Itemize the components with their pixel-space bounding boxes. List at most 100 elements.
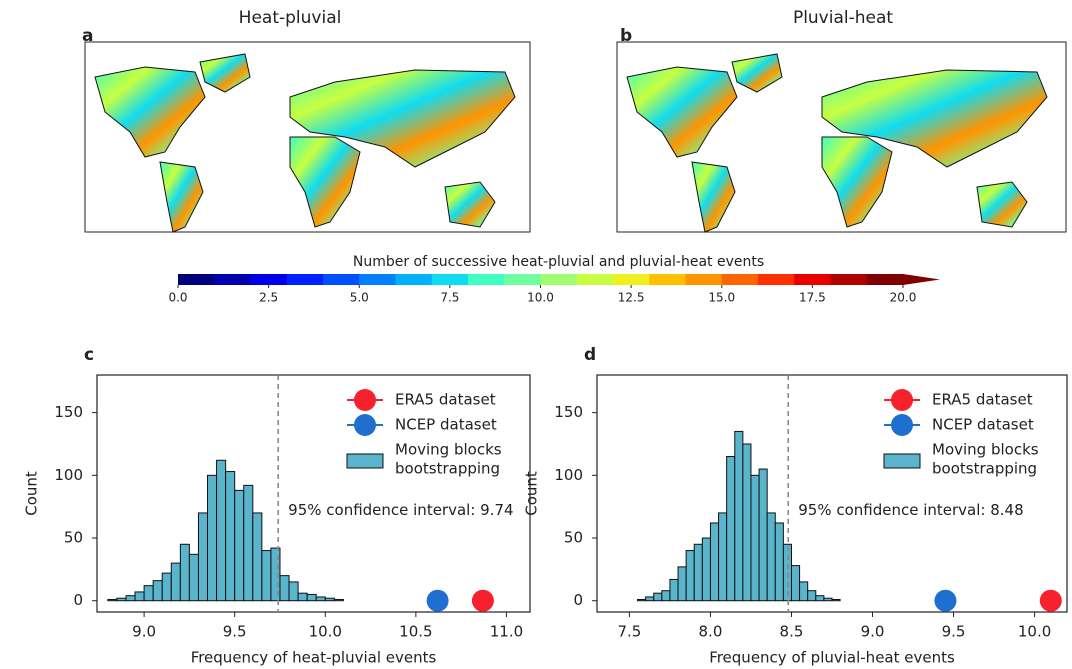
colorbar-segment (685, 274, 723, 285)
panel-label: c (84, 345, 94, 365)
legend-label: bootstrapping (932, 460, 1037, 478)
histogram-bar (726, 456, 736, 602)
annotation: 95% confidence interval: 9.74 (288, 501, 513, 519)
histogram-bar (297, 592, 308, 602)
histogram-bar (161, 572, 172, 602)
y-tick-label: 50 (64, 529, 83, 547)
colorbar-segment (178, 274, 215, 285)
histogram-bar (188, 553, 199, 602)
colorbar-segment (395, 274, 433, 285)
y-tick-label: 150 (54, 403, 83, 421)
dataset-point (934, 589, 957, 612)
histogram-bar (234, 489, 245, 602)
histogram-bar (807, 590, 817, 602)
colorbar-segment (794, 274, 831, 285)
histogram-bar (669, 578, 679, 602)
histogram-bar (134, 591, 145, 602)
colorbar-segment (323, 274, 360, 285)
histogram-bar (125, 595, 136, 602)
legend-label: ERA5 dataset (395, 391, 496, 409)
histogram-bar (143, 585, 154, 602)
histogram-bar (333, 598, 344, 602)
colorbar-title: Number of successive heat-pluvial and pl… (353, 254, 764, 270)
histogram-bar (774, 522, 784, 602)
histogram-bar (152, 580, 163, 602)
x-tick-label: 9.5 (223, 623, 247, 641)
colorbar-segment (866, 274, 904, 285)
panel-label: b (620, 26, 632, 46)
panel-label: d (584, 345, 596, 365)
colorbar-segment (286, 274, 324, 285)
colorbar-segment (359, 274, 396, 285)
legend-swatch (346, 453, 384, 469)
x-tick-label: 10.5 (399, 623, 432, 641)
map-panel (84, 41, 531, 233)
x-tick-label: 9.5 (942, 623, 966, 641)
histogram-bar (306, 593, 317, 602)
histogram-bar (823, 597, 833, 602)
colorbar-tick-label: 10.0 (527, 291, 554, 305)
histogram-bar (207, 474, 218, 602)
colorbar-segment (758, 274, 795, 285)
x-tick-label: 8.0 (699, 623, 723, 641)
colorbar-segment (504, 274, 541, 285)
histogram-bar (279, 575, 290, 602)
colorbar-tick-label: 2.5 (259, 291, 278, 305)
histogram-bar (718, 512, 728, 602)
histogram-bar (179, 543, 190, 602)
colorbar-tick-label: 20.0 (890, 291, 917, 305)
histogram-bar (225, 471, 236, 602)
legend-swatch (883, 453, 921, 469)
histogram-bar (742, 443, 752, 602)
histogram-bar (709, 522, 720, 602)
histogram-bar (324, 597, 335, 602)
legend-label: ERA5 dataset (932, 391, 1033, 409)
histogram-bar (315, 596, 326, 602)
x-tick-label: 10.0 (309, 623, 342, 641)
axes-frame (596, 374, 1068, 613)
legend-marker (891, 414, 913, 436)
axes-frame (96, 374, 531, 613)
y-tick-label: 50 (564, 529, 583, 547)
colorbar-tick-label: 17.5 (799, 291, 826, 305)
legend-label: NCEP dataset (932, 416, 1034, 434)
legend-label: NCEP dataset (395, 416, 497, 434)
histogram-bar (197, 512, 209, 602)
legend-label: bootstrapping (395, 460, 500, 478)
y-axis-label: Count (523, 471, 541, 516)
x-tick-label: 11.0 (490, 623, 523, 641)
histogram-bar (645, 596, 655, 602)
histogram-bar (216, 459, 227, 602)
legend-marker (354, 414, 376, 436)
colorbar-segment (431, 274, 469, 285)
histogram-bar (758, 468, 768, 602)
colorbar-extension (903, 274, 940, 285)
histogram-bar (685, 550, 695, 602)
legend-label: Moving blocks (932, 441, 1039, 459)
colorbar-segment (649, 274, 686, 285)
histogram-bar (831, 598, 841, 602)
map-panel (616, 41, 1067, 233)
histogram-bar (734, 430, 744, 602)
histogram-bar (243, 484, 254, 602)
y-tick-label: 100 (54, 466, 83, 484)
histogram-bar (653, 592, 663, 602)
colorbar-segment (540, 274, 578, 285)
dataset-point (426, 589, 449, 612)
legend-label: Moving blocks (395, 441, 502, 459)
colorbar-segment (250, 274, 288, 285)
y-axis-label: Count (23, 471, 41, 516)
colorbar-segment (468, 274, 505, 285)
colorbar-tick-label: 7.5 (440, 291, 459, 305)
y-tick-label: 150 (554, 403, 583, 421)
histogram-bar (170, 562, 181, 602)
annotation: 95% confidence interval: 8.48 (798, 501, 1023, 519)
colorbar-segment (613, 274, 650, 285)
colorbar-tick-label: 12.5 (618, 291, 645, 305)
histogram-bar (701, 537, 711, 602)
histogram-bar (677, 566, 687, 602)
histogram-bar (661, 590, 671, 602)
histogram-bar (270, 547, 281, 602)
histogram-bar (766, 512, 776, 602)
